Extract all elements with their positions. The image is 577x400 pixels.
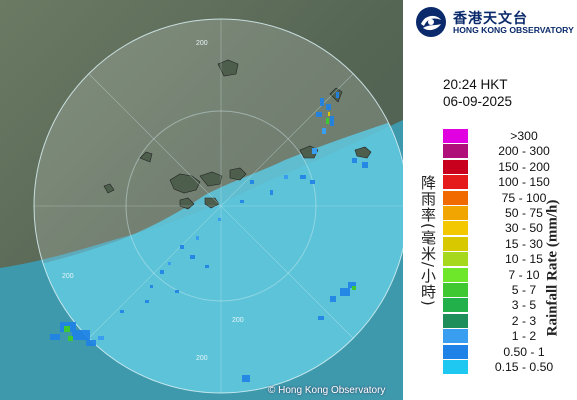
- legend-swatch: [443, 129, 468, 143]
- legend-row: 15 - 30: [443, 236, 571, 251]
- legend-row: 50 - 75: [443, 205, 571, 220]
- legend-row: 30 - 50: [443, 220, 571, 236]
- legend-label: 7 - 10: [508, 267, 540, 282]
- range-label: 200: [196, 355, 208, 362]
- legend-row: 75 - 100: [443, 190, 571, 205]
- legend-row: 0.15 - 0.50: [443, 359, 571, 374]
- radar-map[interactable]: 200 200 200 200: [0, 0, 403, 400]
- legend-label: 200 - 300: [498, 144, 550, 159]
- legend-label: >300: [510, 129, 538, 143]
- org-name-cn: 香港天文台: [453, 11, 528, 27]
- range-label: 200: [62, 273, 74, 280]
- legend-swatch: [443, 221, 468, 236]
- timestamp-date: 06-09-2025: [443, 94, 513, 109]
- legend-swatch: [443, 313, 468, 328]
- radar-sea-coverage: [34, 118, 403, 393]
- legend-label: 10 - 15: [505, 252, 543, 267]
- legend-swatch: [443, 267, 468, 282]
- legend-swatch: [443, 144, 468, 159]
- legend-swatch: [443, 344, 468, 359]
- range-spokes: [34, 19, 403, 393]
- legend-row: 3 - 5: [443, 297, 571, 313]
- legend-swatch: [443, 252, 468, 267]
- legend-label: 30 - 50: [505, 221, 543, 236]
- legend-swatch: [443, 283, 468, 297]
- rain-echoes: [50, 92, 368, 382]
- hko-logo: 香港天文台 HONG KONG OBSERVATORY: [415, 6, 574, 38]
- legend-label: 5 - 7: [511, 283, 537, 297]
- legend-label: 1 - 2: [511, 329, 537, 344]
- legend-row: 150 - 200: [443, 159, 571, 174]
- legend-row: 7 - 10: [443, 267, 571, 282]
- legend-row: 100 - 150: [443, 174, 571, 190]
- legend-swatch: [443, 360, 468, 374]
- legend-label: 150 - 200: [498, 159, 550, 174]
- legend-swatch: [443, 190, 468, 205]
- legend-label: 0.50 - 1: [503, 344, 545, 359]
- legend-swatch: [443, 236, 468, 251]
- legend-row: 2 - 3: [443, 313, 571, 328]
- legend-row: 10 - 15: [443, 251, 571, 267]
- radar-map-svg: 200 200 200 200: [0, 0, 403, 400]
- copyright-notice: © Hong Kong Observatory: [268, 385, 386, 396]
- legend-panel: 香港天文台 HONG KONG OBSERVATORY 20:24 HKT 06…: [403, 0, 577, 400]
- legend-row: 0.50 - 1: [443, 344, 571, 359]
- hko-emblem-icon: [416, 7, 446, 37]
- legend-label: 15 - 30: [505, 236, 543, 251]
- legend-swatch: [443, 206, 468, 220]
- legend-swatch: [443, 175, 468, 190]
- legend-title-en: Rainfall Rate (mm/h): [544, 199, 561, 337]
- legend-swatch: [443, 159, 468, 174]
- legend-title-cn: 降雨率(毫米/小時): [419, 175, 437, 307]
- legend-swatch: [443, 298, 468, 313]
- range-label: 200: [196, 40, 208, 47]
- range-label: 200: [232, 317, 244, 324]
- timestamp-time: 20:24 HKT: [443, 77, 508, 92]
- org-name-en: HONG KONG OBSERVATORY: [453, 25, 574, 35]
- timestamp: 20:24 HKT 06-09-2025: [443, 76, 512, 110]
- legend-label: 100 - 150: [498, 175, 550, 190]
- legend-swatch: [443, 329, 468, 344]
- legend-label: 75 - 100: [501, 190, 547, 205]
- legend-label: 2 - 3: [511, 313, 537, 328]
- range-rings: [33, 18, 403, 394]
- legend-row: 5 - 7: [443, 282, 571, 297]
- legend-label: 3 - 5: [511, 298, 537, 313]
- legend-row: 200 - 300: [443, 143, 571, 159]
- legend-row: >300: [443, 128, 571, 143]
- legend-label: 50 - 75: [505, 206, 543, 220]
- legend-row: 1 - 2: [443, 328, 571, 344]
- legend-label: 0.15 - 0.50: [494, 360, 554, 374]
